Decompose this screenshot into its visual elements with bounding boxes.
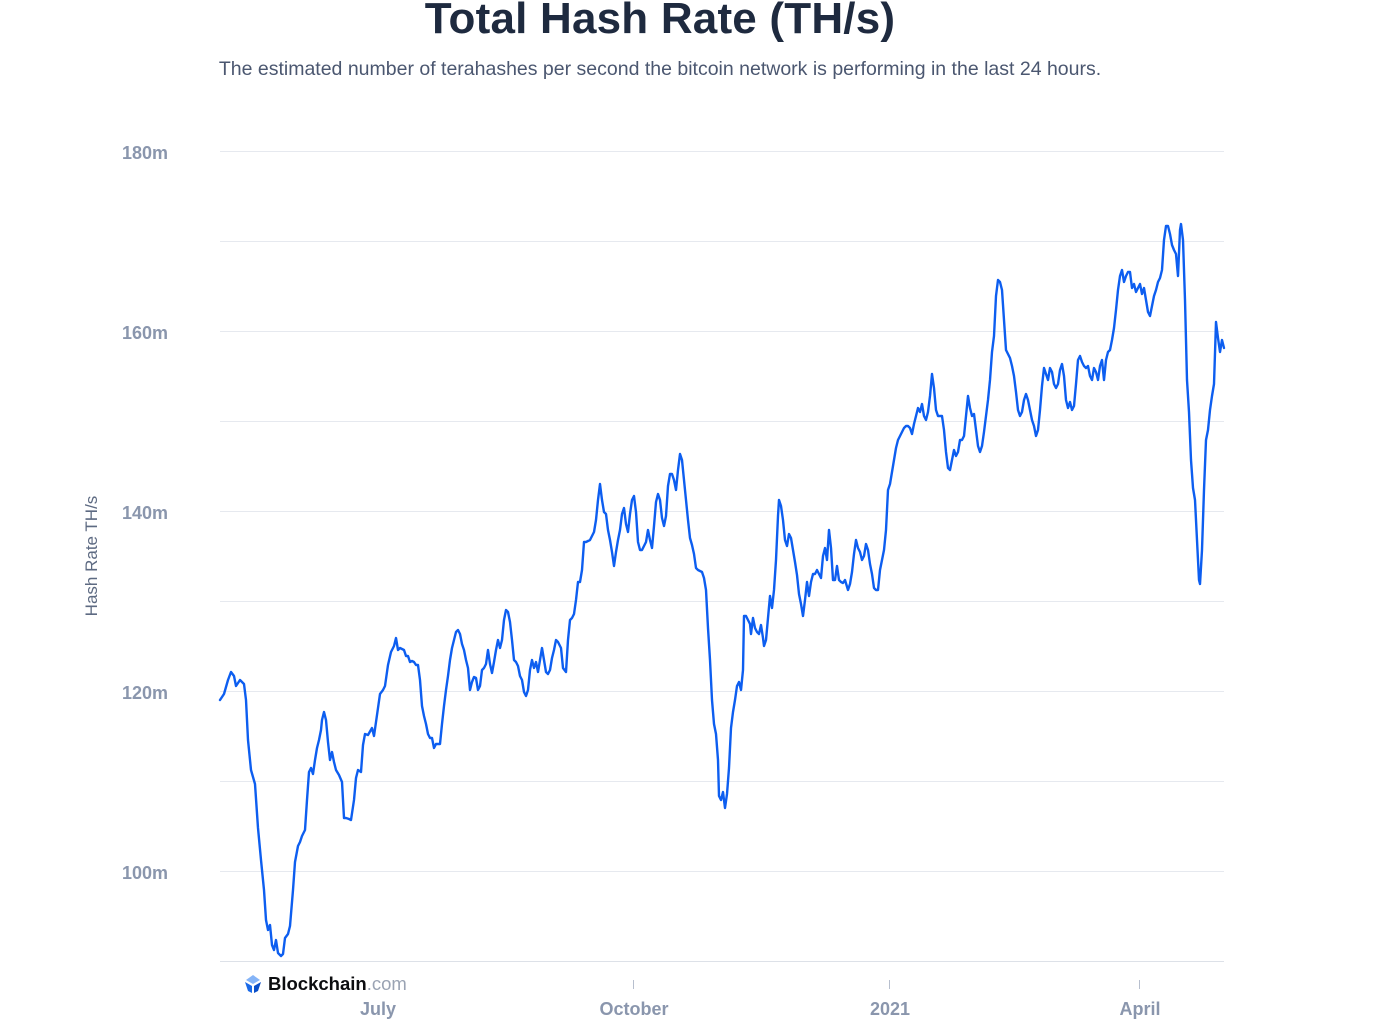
brand-name: Blockchain — [268, 973, 367, 994]
y-tick-label: 160m — [122, 323, 169, 343]
blockchain-cube-icon — [245, 975, 261, 993]
y-tick-label: 180m — [122, 143, 169, 163]
x-tick-label: 2021 — [869, 999, 911, 1019]
chart-title: Total Hash Rate (TH/s) — [424, 0, 896, 43]
x-tick-mark — [889, 980, 890, 989]
brand-domain: .com — [366, 973, 407, 994]
x-tick-label: October — [599, 999, 669, 1019]
x-tick-mark — [1139, 980, 1140, 989]
y-tick-label: 100m — [122, 863, 169, 883]
x-tick-mark — [633, 980, 634, 989]
x-tick-label: July — [359, 999, 397, 1019]
y-tick-label: 140m — [122, 503, 169, 523]
hash-rate-line — [218, 222, 1226, 958]
x-tick-label: April — [1119, 999, 1161, 1019]
gridlines — [220, 151, 1224, 962]
chart-subtitle: The estimated number of terahashes per s… — [218, 58, 1102, 80]
blockchain-logo: Blockchain .com — [243, 973, 407, 995]
y-tick-label: 120m — [122, 683, 169, 703]
